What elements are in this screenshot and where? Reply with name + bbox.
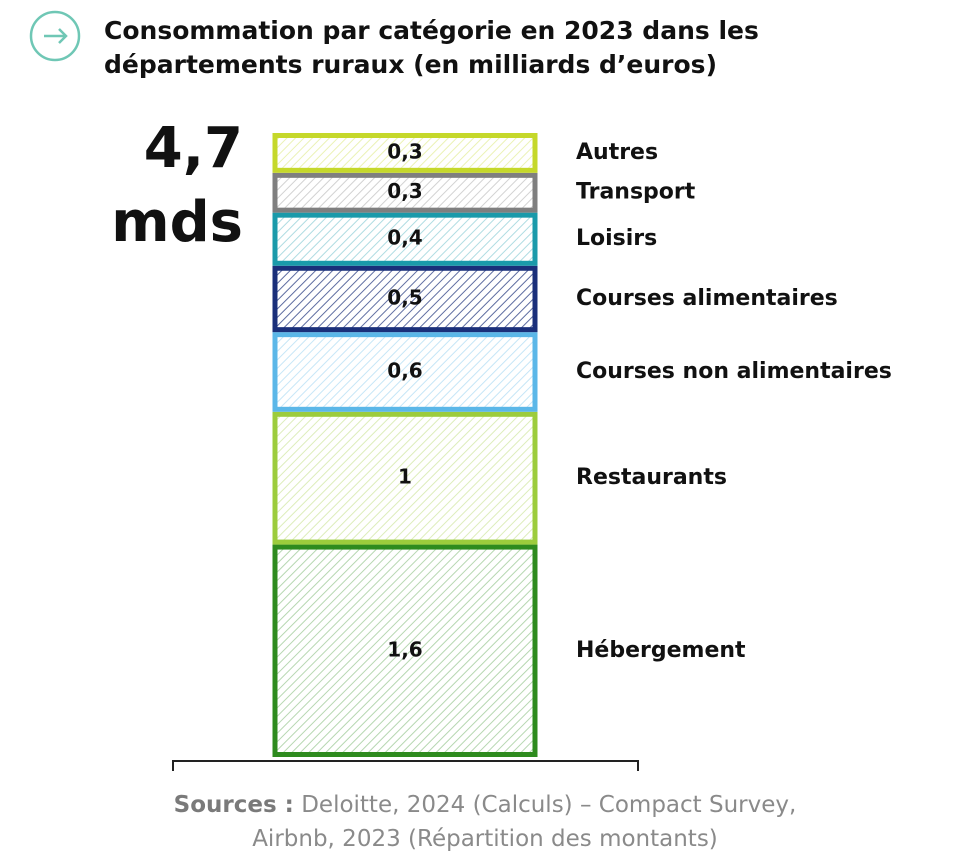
segment-label: Autres xyxy=(576,140,658,165)
segment-label: Restaurants xyxy=(576,465,727,490)
value-label: 1 xyxy=(398,465,412,489)
bar-segment xyxy=(272,411,538,545)
value-label: 0,6 xyxy=(387,358,422,382)
value-label: 0,5 xyxy=(387,285,422,309)
bar-segment xyxy=(272,332,538,412)
value-label: 0,4 xyxy=(387,226,422,250)
arrow-icon xyxy=(29,10,81,62)
segment-label: Transport xyxy=(576,180,696,205)
source-label: Sources : xyxy=(173,792,294,818)
value-label: 0,3 xyxy=(387,139,422,163)
value-label: 1,6 xyxy=(387,637,422,661)
arrow-icon-glyph xyxy=(44,28,68,44)
bar-segment xyxy=(272,133,538,173)
source: Sources : Deloitte, 2024 (Calculs) – Com… xyxy=(150,788,820,856)
chart-title: Consommation par catégorie en 2023 dans … xyxy=(104,16,759,79)
bar-segment xyxy=(272,172,538,213)
segment-label: Loisirs xyxy=(576,226,657,251)
segment-label: Courses alimentaires xyxy=(576,286,838,311)
bracket xyxy=(172,760,639,771)
value-label: 0,3 xyxy=(387,179,422,203)
total-unit: mds xyxy=(111,190,243,255)
bar-segment xyxy=(272,265,538,333)
bar-segment xyxy=(272,544,538,757)
segment-label: Courses non alimentaires xyxy=(576,359,892,384)
segment-label: Hébergement xyxy=(576,638,746,663)
source-text: Deloitte, 2024 (Calculs) – Compact Surve… xyxy=(252,792,797,852)
total-value: 4,7 xyxy=(144,116,243,181)
bar-segment xyxy=(272,212,538,266)
